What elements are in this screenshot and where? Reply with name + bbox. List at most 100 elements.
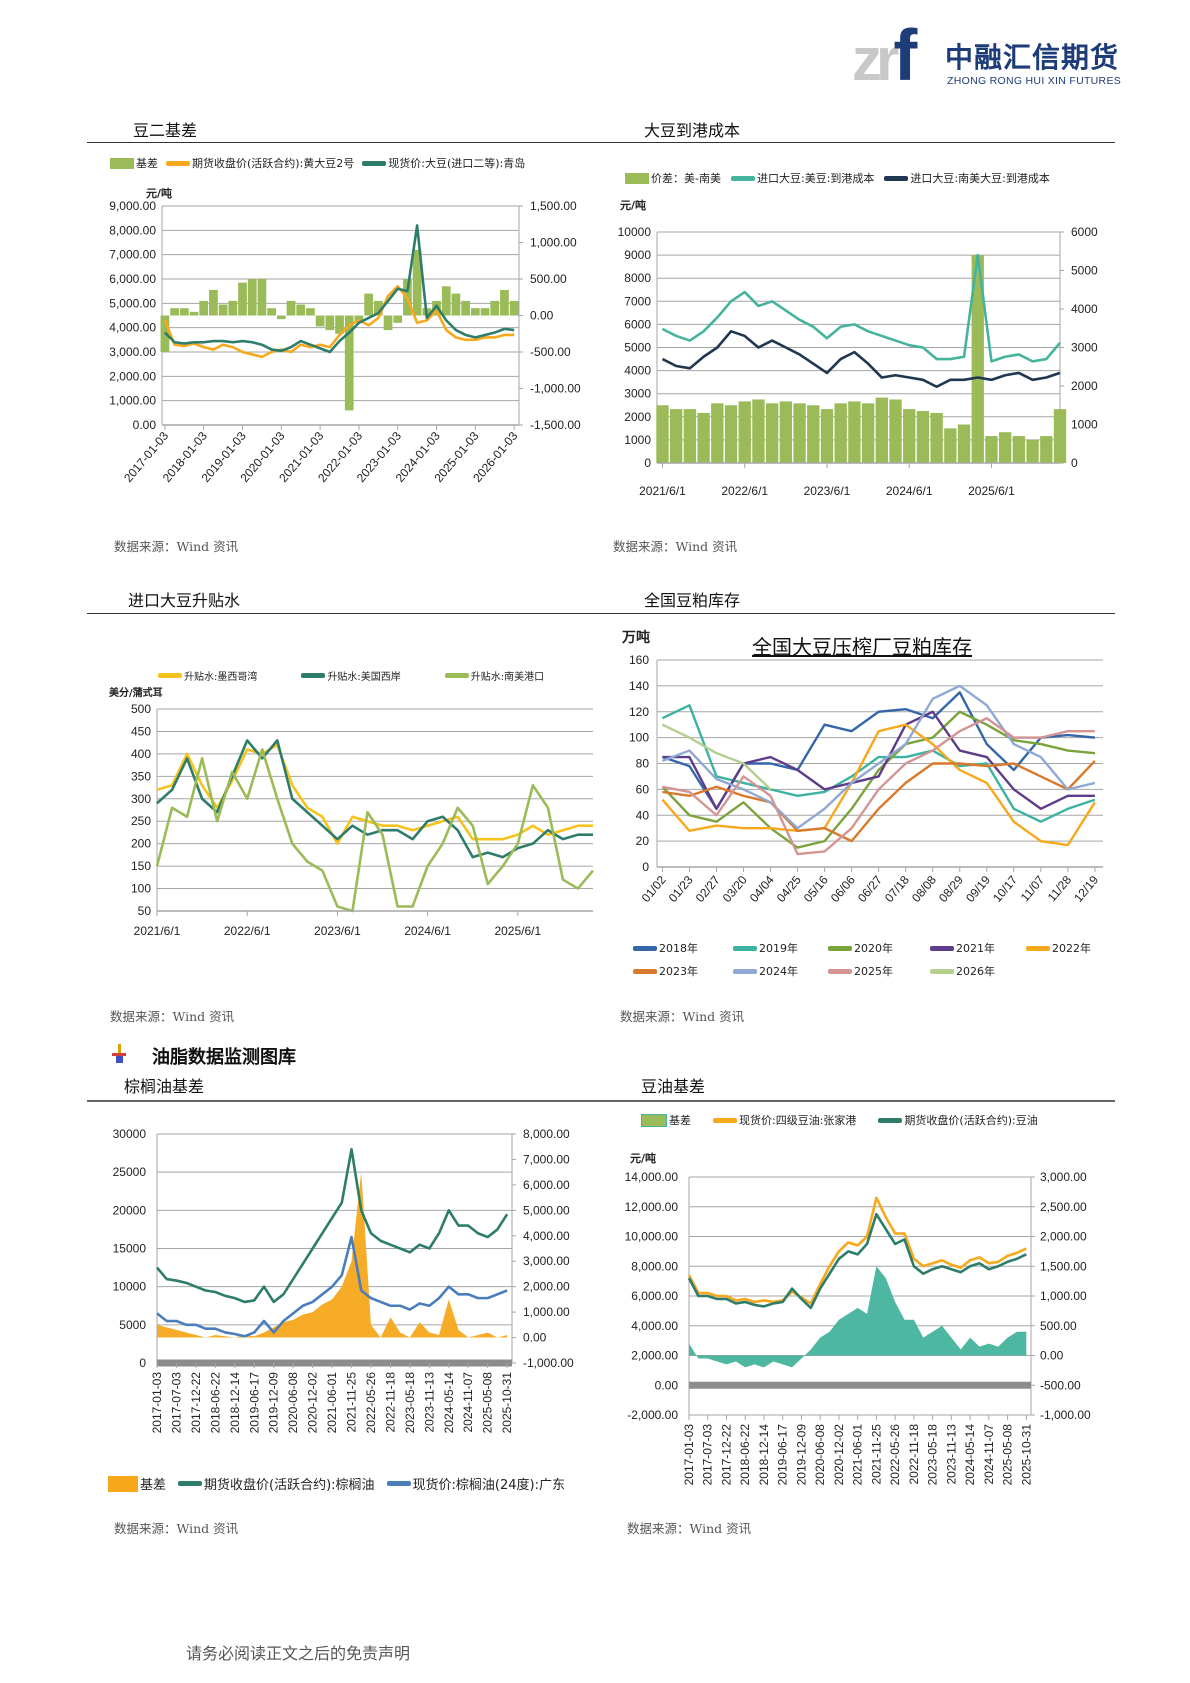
section-title-import-premium: 进口大豆升贴水 [128, 591, 241, 610]
bar-基差 [247, 279, 257, 316]
y-right-tick-label: 1000 [1071, 418, 1098, 432]
legend-item: 2021年 [930, 940, 995, 956]
bar-基差 [393, 315, 403, 323]
bar-基差 [306, 308, 315, 316]
chart1-y-unit: 元/吨 [146, 187, 173, 200]
bar-价差：美-南美 [779, 401, 793, 463]
x-tick-label: 2020-12-02 [306, 1372, 320, 1434]
bar-基差 [160, 315, 170, 352]
legend-item: 2026年 [930, 963, 995, 979]
legend-swatch [828, 945, 852, 951]
legend-swatch [362, 160, 387, 166]
line-series [163, 284, 515, 359]
x-tick-label: 2018-12-14 [757, 1424, 771, 1486]
legend-label: 现货价:棕榈油(24度):广东 [412, 1478, 565, 1493]
legend-swatch [1026, 945, 1050, 951]
x-tick-label: 2021-06-01 [851, 1424, 865, 1486]
bar-基差 [335, 315, 344, 334]
x-tick-label: 2025-10-31 [1019, 1424, 1033, 1486]
y-left-tick-label: 40 [636, 808, 650, 822]
y-left-tick-label: 2,000.00 [631, 1349, 678, 1363]
x-tick-label: 2023-05-18 [926, 1424, 940, 1486]
y-left-tick-label: 0 [642, 860, 649, 874]
line-series [662, 717, 1095, 856]
x-tick-label: 2017-01-03 [150, 1372, 164, 1434]
x-tick-label: 2017-12-22 [189, 1372, 203, 1434]
y-left-tick-label: 120 [629, 705, 649, 719]
x-tick-label: 2021-11-25 [869, 1424, 883, 1485]
chart1-legend: 基差 期货收盘价(活跃合约):黄大豆2号 现货价:大豆(进口二等):青岛 [110, 155, 525, 171]
bar-基差 [403, 279, 412, 316]
legend-label: 价差：美-南美 [651, 172, 721, 185]
legend-label: 2020年 [854, 942, 893, 955]
chart4-source: 数据来源：Wind 资讯 [620, 1009, 745, 1024]
bar-基差 [509, 300, 519, 316]
legend-label: 期货收盘价(活跃合约):黄大豆2号 [192, 157, 355, 170]
bar-基差 [470, 308, 480, 316]
bar-价差：美-南美 [724, 405, 738, 463]
bar-价差：美-南美 [999, 432, 1012, 463]
y-right-tick-label: -1,000.00 [1040, 1408, 1091, 1422]
legend-label: 2023年 [659, 965, 698, 978]
company-logo-mark: zrf [852, 20, 917, 92]
x-tick-label: 10/17 [990, 873, 1020, 905]
y-right-tick-label: 2,500.00 [1040, 1200, 1087, 1214]
legend-swatch [930, 945, 954, 951]
bar-基差 [373, 300, 383, 316]
y-left-tick-label: 4,000.00 [631, 1319, 678, 1333]
y-left-tick-label: 80 [636, 757, 650, 771]
section-title-soyoil-basis: 豆油基差 [641, 1077, 706, 1096]
x-tick-label: 07/18 [882, 873, 912, 905]
y-right-tick-label: 8,000.00 [523, 1127, 570, 1141]
chart1-source: 数据来源：Wind 资讯 [114, 539, 239, 554]
y-left-tick-label: -2,000.00 [627, 1408, 678, 1422]
x-tick-label: 03/20 [720, 873, 750, 905]
x-tick-label: 04/25 [774, 873, 804, 905]
y-left-tick-label: 150 [131, 859, 151, 873]
y-right-tick-label: 0 [1071, 456, 1078, 470]
legend-item: 2020年 [828, 940, 893, 956]
legend-swatch [158, 673, 182, 678]
y-left-tick-label: 30000 [113, 1127, 147, 1141]
legend-swatch [713, 1117, 737, 1123]
bar-基差 [286, 300, 296, 316]
x-tick-label: 2022-11-18 [383, 1372, 397, 1433]
area-series [157, 1172, 508, 1338]
legend-item: 2023年 [633, 963, 698, 979]
y-right-tick-label: 1,500.00 [530, 199, 577, 213]
x-tick-label: 2019-12-09 [267, 1372, 281, 1434]
legend-swatch [178, 1481, 203, 1486]
line-series [661, 704, 1096, 823]
bar-价差：美-南美 [670, 409, 683, 463]
bar-价差：美-南美 [656, 405, 669, 463]
y-left-tick-label: 20000 [113, 1203, 147, 1217]
legend-label: 进口大豆:美豆:到港成本 [756, 172, 875, 185]
chart4-title: 全国大豆压榨厂豆粕库存 [752, 635, 972, 659]
bar-基差 [500, 289, 509, 316]
x-tick-label: 2026-01-03 [470, 429, 520, 485]
x-tick-label: 06/06 [828, 873, 858, 905]
y-left-tick-label: 0.00 [655, 1378, 679, 1392]
x-tick-label: 2025-05-08 [481, 1372, 495, 1434]
y-left-tick-label: 200 [131, 837, 151, 851]
line-series [156, 743, 593, 845]
y-right-tick-label: 1,000.00 [530, 236, 577, 250]
legend-label: 期货收盘价(活跃合约):棕榈油 [204, 1478, 375, 1493]
y-right-tick-label: 500.00 [1040, 1319, 1077, 1333]
y-right-tick-label: 0.00 [1040, 1349, 1064, 1363]
y-left-tick-label: 60 [636, 782, 650, 796]
legend-swatch [444, 673, 469, 678]
y-left-tick-label: 0.00 [133, 418, 157, 432]
y-right-tick-label: 4,000.00 [523, 1229, 570, 1243]
x-tick-label: 2019-01-03 [199, 429, 249, 485]
y-right-tick-label: 5,000.00 [523, 1203, 570, 1217]
x-tick-label: 08/29 [936, 873, 966, 905]
section-title-meal-inventory: 全国豆粕库存 [644, 591, 741, 610]
bar-价差：美-南美 [889, 399, 902, 463]
legend-label: 期货收盘价(活跃合约):豆油 [904, 1114, 1038, 1127]
y-left-tick-label: 6,000.00 [109, 272, 156, 286]
x-tick-label: 2024/6/1 [404, 924, 451, 938]
x-tick-label: 2022-01-03 [315, 429, 365, 485]
x-tick-label: 11/28 [1045, 873, 1075, 905]
bar-基差 [422, 308, 432, 316]
